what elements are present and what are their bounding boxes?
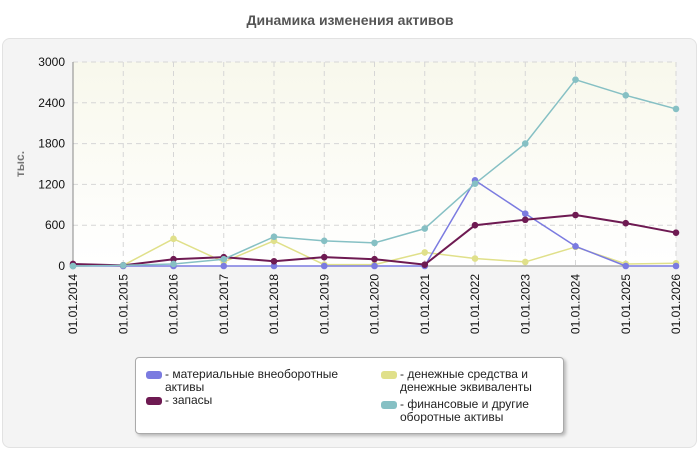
legend-label: - запасы	[165, 393, 213, 407]
x-tick-label: 01.01.2015	[116, 274, 130, 334]
data-point	[572, 76, 579, 83]
data-point	[371, 262, 378, 270]
legend-label: - финансовые и другие оборотные активы	[400, 397, 529, 424]
data-point	[220, 255, 228, 263]
data-point	[371, 239, 378, 247]
data-point	[270, 257, 278, 265]
data-point	[320, 253, 328, 261]
legend-label: - материальные внеоборотные активы	[165, 367, 338, 394]
y-tick-label: 2400	[38, 96, 65, 110]
legend: - материальные внеоборотные активы - зап…	[135, 357, 564, 434]
data-point	[622, 262, 630, 270]
x-tick-label: 01.01.2025	[619, 274, 633, 334]
data-point	[521, 140, 529, 147]
data-point	[471, 180, 479, 188]
data-point	[672, 105, 680, 113]
data-point	[421, 261, 429, 268]
data-point	[572, 211, 579, 219]
x-tick-label: 01.01.2024	[569, 274, 583, 334]
legend-swatch	[146, 371, 162, 379]
data-point	[220, 262, 228, 270]
x-tick-label: 01.01.2016	[167, 274, 181, 334]
data-point	[170, 260, 177, 268]
data-point	[119, 262, 127, 269]
y-tick-label: 3000	[38, 55, 65, 69]
data-point	[471, 221, 479, 229]
legend-swatch	[381, 401, 397, 409]
data-point	[521, 258, 529, 266]
data-point	[270, 233, 278, 241]
data-point	[622, 219, 630, 227]
x-tick-label: 01.01.2017	[217, 274, 231, 334]
data-point	[320, 237, 328, 245]
x-tick-label: 01.01.2014	[66, 274, 80, 334]
y-tick-label: 0	[58, 259, 65, 273]
data-point	[371, 255, 378, 263]
data-point	[69, 262, 77, 270]
legend-item-cash: - денежные средства и денежные эквивален…	[381, 368, 559, 394]
legend-item-fixed-assets: - материальные внеоборотные активы	[146, 368, 361, 394]
data-point	[170, 255, 177, 263]
legend-item-financial-assets: - финансовые и другие оборотные активы	[381, 398, 559, 424]
data-point	[672, 262, 680, 270]
y-tick-label: 1800	[38, 137, 65, 151]
data-point	[471, 255, 479, 262]
x-tick-label: 01.01.2020	[368, 274, 382, 334]
y-tick-label: 600	[45, 218, 65, 232]
chart-title: Динамика изменения активов	[246, 12, 454, 28]
data-point	[622, 92, 630, 99]
x-tick-label: 01.01.2023	[518, 274, 532, 334]
legend-swatch	[146, 397, 162, 405]
x-tick-label: 01.01.2026	[669, 274, 683, 334]
legend-item-inventory: - запасы	[146, 394, 361, 407]
x-tick-label: 01.01.2021	[418, 274, 432, 334]
data-point	[521, 216, 529, 224]
x-tick-label: 01.01.2018	[267, 274, 281, 334]
data-point	[170, 235, 177, 243]
x-tick-label: 01.01.2022	[468, 274, 482, 334]
data-point	[672, 229, 680, 236]
y-tick-label: 1200	[38, 177, 65, 191]
data-point	[421, 225, 429, 232]
data-point	[270, 262, 278, 270]
data-point	[320, 262, 328, 270]
data-point	[572, 242, 579, 250]
legend-label: - денежные средства и денежные эквивален…	[400, 367, 532, 394]
data-point	[521, 210, 529, 217]
data-point	[421, 249, 429, 256]
y-axis-label: тыс.	[13, 151, 27, 177]
legend-swatch	[381, 371, 397, 379]
x-tick-label: 01.01.2019	[317, 274, 331, 334]
